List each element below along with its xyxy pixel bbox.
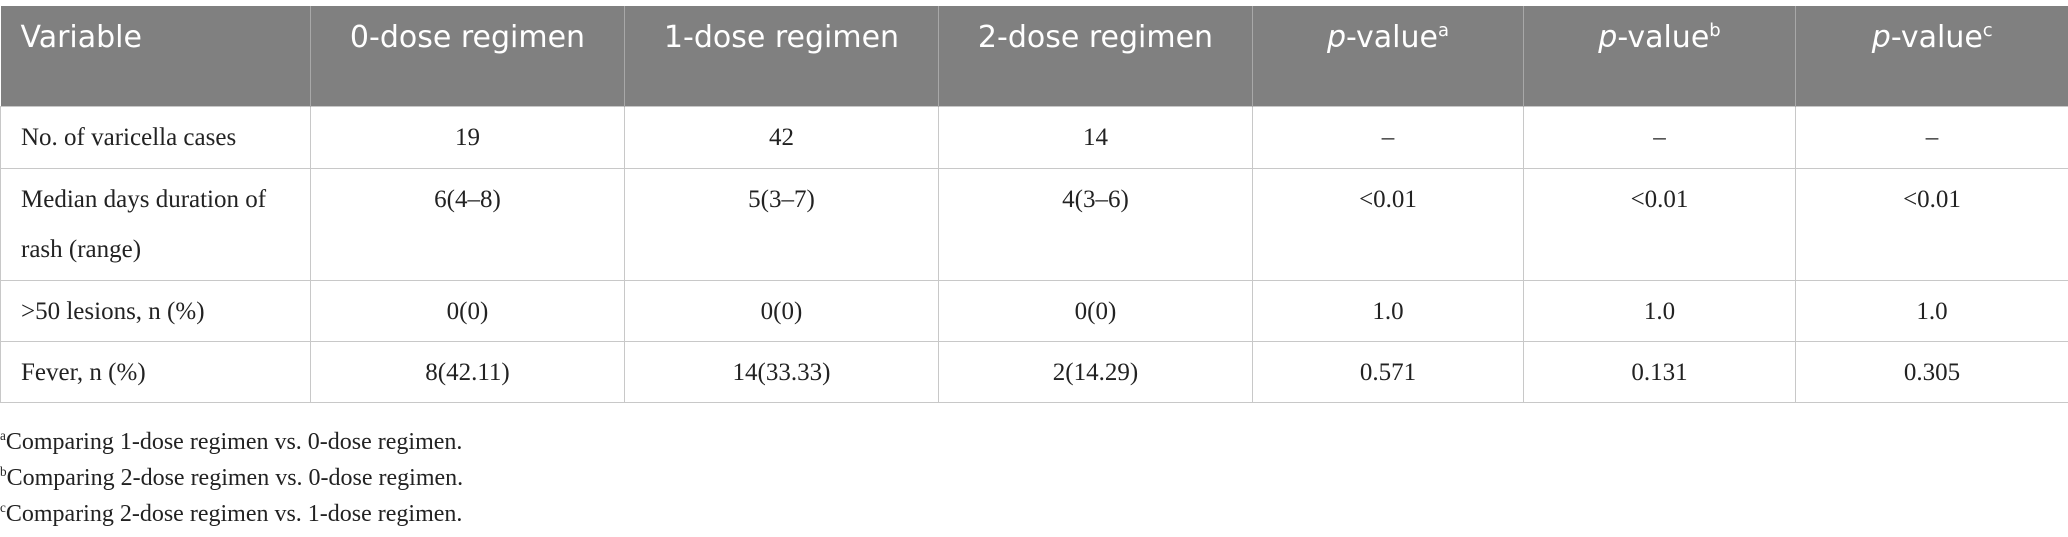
header-cell: Variable bbox=[0, 6, 311, 106]
header-text: 2-dose regimen bbox=[977, 20, 1214, 55]
header-superscript: a bbox=[1437, 20, 1450, 42]
footnote: aComparing 1-dose regimen vs. 0-dose reg… bbox=[0, 424, 463, 460]
footnote-text: Comparing 2-dose regimen vs. 1-dose regi… bbox=[5, 501, 463, 527]
cell: 1.0 bbox=[1523, 279, 1796, 342]
cell: 5(3–7) bbox=[624, 167, 939, 281]
header-text: -value bbox=[1617, 20, 1710, 55]
header-text: 1-dose regimen bbox=[663, 20, 900, 55]
header-italic: p bbox=[1871, 20, 1891, 55]
footnote-mark: b bbox=[0, 463, 7, 479]
row-label: >50 lesions, n (%) bbox=[0, 279, 311, 342]
cell: <0.01 bbox=[1795, 167, 2068, 281]
footnote-text: Comparing 2-dose regimen vs. 0-dose regi… bbox=[6, 465, 464, 491]
cell: 42 bbox=[624, 105, 939, 169]
cell: 1.0 bbox=[1252, 279, 1524, 342]
header-text: Variable bbox=[20, 20, 142, 55]
table-row: No. of varicella cases 19 42 14– – – bbox=[0, 105, 2068, 169]
header-row: Variable 0-dose regimen 1-dose regimen 2-do… bbox=[0, 6, 2068, 106]
cell: 0(0) bbox=[310, 279, 625, 342]
footnote-text: Comparing 1-dose regimen vs. 0-dose regi… bbox=[5, 429, 463, 455]
cell: 19 bbox=[310, 105, 625, 169]
header-superscript: c bbox=[1982, 20, 1993, 42]
data-table: Variable 0-dose regimen 1-dose regimen 2-do… bbox=[0, 6, 2068, 403]
cell: <0.01 bbox=[1523, 167, 1796, 281]
cell: 6(4–8) bbox=[310, 167, 625, 281]
cell: 2(14.29) bbox=[938, 340, 1253, 403]
cell: <0.01 bbox=[1252, 167, 1524, 281]
header-italic: p bbox=[1326, 20, 1347, 55]
cell: 0.305 bbox=[1795, 340, 2068, 403]
cell: 1.0 bbox=[1795, 279, 2068, 342]
header-cell: 2-dose regimen bbox=[938, 6, 1253, 106]
header-text: 0-dose regimen bbox=[349, 20, 586, 55]
cell: – bbox=[1523, 105, 1796, 169]
cell: 0.131 bbox=[1523, 340, 1796, 403]
header-italic: p bbox=[1598, 20, 1618, 55]
table-body: No. of varicella cases 19 42 14– – – Median da… bbox=[0, 105, 2068, 403]
cell: – bbox=[1795, 105, 2068, 169]
header-cell: p-valuec bbox=[1795, 6, 2068, 106]
cell: 0(0) bbox=[624, 279, 939, 342]
footnote: cComparing 2-dose regimen vs. 1-dose reg… bbox=[0, 496, 463, 532]
footnote-mark: a bbox=[0, 427, 6, 443]
footnote: bComparing 2-dose regimen vs. 0-dose reg… bbox=[0, 460, 463, 496]
header-text: -value bbox=[1890, 20, 1983, 55]
cell: 8(42.11) bbox=[310, 340, 625, 403]
header-cell: p-valuea bbox=[1252, 6, 1524, 106]
table-row: Fever, n (%) 8(42.11) 14(33.33) 2(14.29) 0.5… bbox=[0, 340, 2068, 403]
row-label: Median days duration of rash (range) bbox=[0, 167, 311, 281]
row-label: No. of varicella cases bbox=[0, 105, 311, 169]
cell: – bbox=[1252, 105, 1524, 169]
header-superscript: b bbox=[1709, 20, 1721, 42]
cell: 0.571 bbox=[1252, 340, 1524, 403]
footnotes: aComparing 1-dose regimen vs. 0-dose reg… bbox=[0, 424, 463, 532]
header-text: -value bbox=[1346, 20, 1438, 55]
row-label: Fever, n (%) bbox=[0, 340, 311, 403]
header-cell: 1-dose regimen bbox=[624, 6, 939, 106]
cell: 14(33.33) bbox=[624, 340, 939, 403]
header-cell: 0-dose regimen bbox=[310, 6, 625, 106]
footnote-mark: c bbox=[0, 499, 6, 515]
table-row: >50 lesions, n (%) 0(0) 0(0) 0(0) 1.0 1.0 1.0 bbox=[0, 279, 2068, 342]
cell: 4(3–6) bbox=[938, 167, 1253, 281]
cell: 0(0) bbox=[938, 279, 1253, 342]
header-cell: p-valueb bbox=[1523, 6, 1796, 106]
cell: 14 bbox=[938, 105, 1253, 169]
table-row: Median days duration of rash (range) 6(4–… bbox=[0, 167, 2068, 281]
